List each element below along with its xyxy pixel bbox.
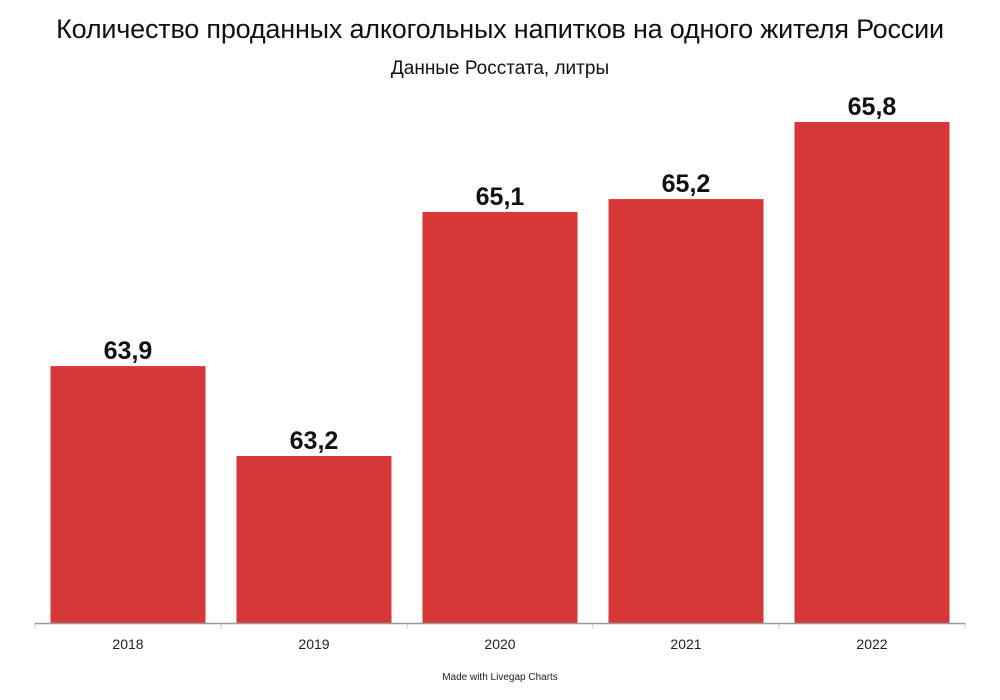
bar-2020 [423,212,578,623]
bar-2021 [609,199,764,623]
bar-2018 [51,366,206,623]
bar-value-label: 63,9 [104,337,153,365]
bar-value-label: 65,1 [476,183,525,211]
x-tick-label: 2018 [112,636,143,652]
bar-2019 [237,456,392,623]
bar-2022 [795,122,950,623]
footer-credit: Made with Livegap Charts [0,672,1000,683]
bar-value-label: 65,2 [662,170,711,198]
x-tick-label: 2019 [298,636,329,652]
x-tick-label: 2020 [484,636,515,652]
x-tick-label: 2022 [856,636,887,652]
x-tick-label: 2021 [670,636,701,652]
bar-value-label: 65,8 [848,93,897,121]
bar-value-label: 63,2 [290,427,339,455]
